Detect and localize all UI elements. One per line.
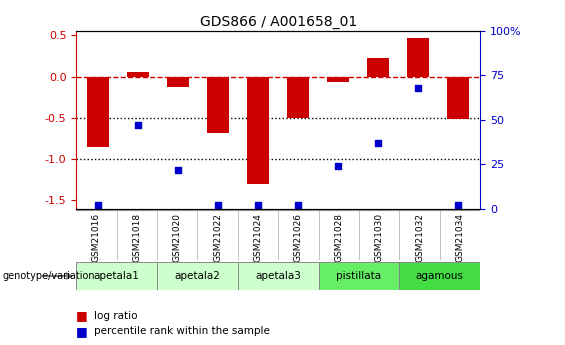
Text: GSM21018: GSM21018 <box>132 213 141 262</box>
Point <box>454 203 463 208</box>
Text: agamous: agamous <box>416 271 464 281</box>
Bar <box>287 77 309 118</box>
Bar <box>76 262 157 290</box>
Text: GSM21034: GSM21034 <box>455 213 464 262</box>
Bar <box>127 72 149 77</box>
Point <box>214 203 223 208</box>
Text: ■: ■ <box>76 309 92 322</box>
Text: GSM21028: GSM21028 <box>334 213 344 262</box>
Bar <box>247 77 270 184</box>
Text: log ratio: log ratio <box>94 311 138 321</box>
Bar <box>87 77 109 147</box>
Text: percentile rank within the sample: percentile rank within the sample <box>94 326 270 336</box>
Text: genotype/variation: genotype/variation <box>3 271 95 281</box>
Point <box>414 85 423 91</box>
Text: apetala3: apetala3 <box>255 271 301 281</box>
Bar <box>167 77 189 87</box>
Text: GSM21022: GSM21022 <box>213 213 222 262</box>
Point <box>134 122 143 128</box>
Text: apetala2: apetala2 <box>175 271 220 281</box>
Bar <box>447 77 470 119</box>
Text: ■: ■ <box>76 325 92 338</box>
Text: GSM21020: GSM21020 <box>173 213 182 262</box>
Text: GSM21016: GSM21016 <box>92 213 101 262</box>
Point <box>334 163 343 169</box>
Bar <box>407 38 429 77</box>
Title: GDS866 / A001658_01: GDS866 / A001658_01 <box>199 14 357 29</box>
Text: GSM21032: GSM21032 <box>415 213 424 262</box>
Text: apetala1: apetala1 <box>94 271 140 281</box>
Text: pistillata: pistillata <box>337 271 381 281</box>
Bar <box>367 58 389 77</box>
Bar <box>157 262 238 290</box>
Point <box>373 140 383 146</box>
Point <box>294 203 303 208</box>
Point <box>94 203 103 208</box>
Bar <box>399 262 480 290</box>
Bar <box>327 77 349 82</box>
Bar <box>238 262 319 290</box>
Text: GSM21026: GSM21026 <box>294 213 303 262</box>
Text: GSM21024: GSM21024 <box>254 213 263 262</box>
Bar <box>319 262 399 290</box>
Text: GSM21030: GSM21030 <box>375 213 384 262</box>
Point <box>174 167 183 172</box>
Bar <box>207 77 229 133</box>
Point <box>254 203 263 208</box>
